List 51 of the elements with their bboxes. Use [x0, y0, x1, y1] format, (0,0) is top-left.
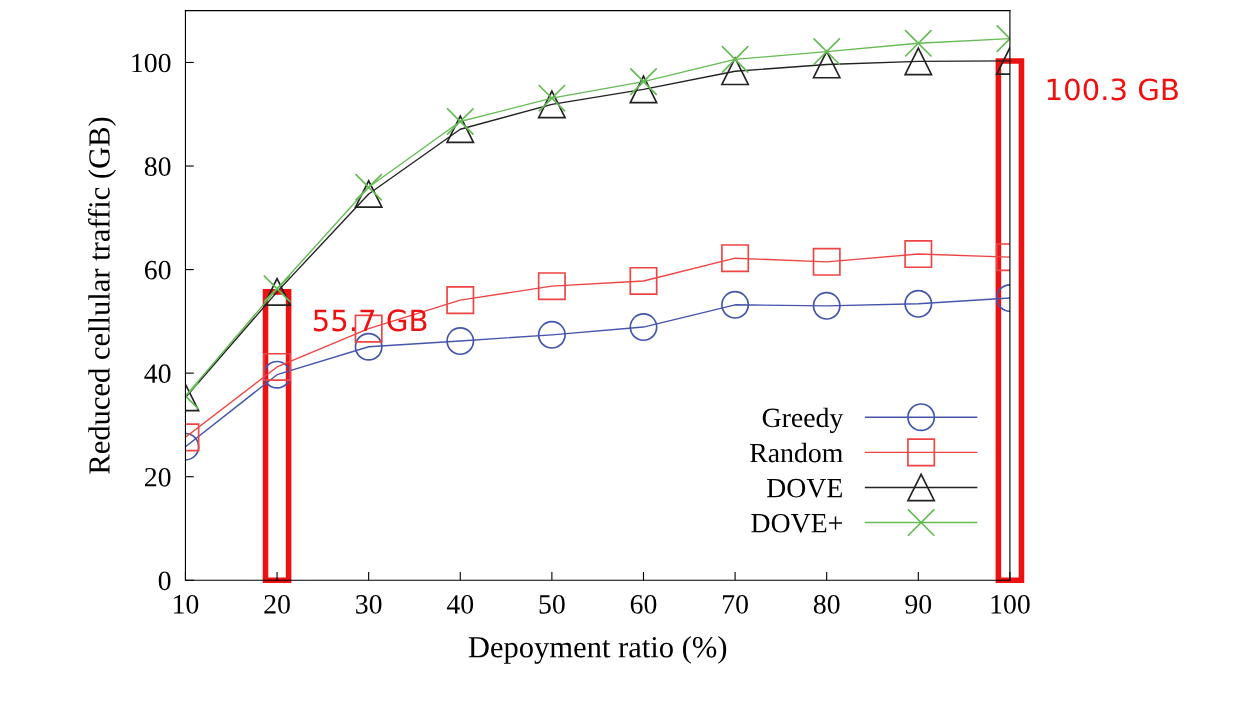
legend-label: Random — [750, 442, 843, 463]
legend-label: Greedy — [762, 407, 844, 433]
point — [629, 313, 658, 342]
point — [812, 50, 841, 79]
point — [446, 286, 475, 315]
point — [812, 291, 841, 320]
y-tick-label: 20 — [145, 467, 171, 487]
x-tick-label: 10 — [174, 594, 199, 614]
point — [904, 29, 933, 58]
point — [354, 179, 383, 209]
point — [446, 115, 475, 144]
x-tick-label: 70 — [723, 594, 748, 614]
x-tick-label: 20 — [264, 594, 290, 614]
point — [721, 290, 750, 319]
point — [812, 247, 841, 276]
point — [537, 272, 566, 301]
legend-label: DOVE+ — [751, 513, 842, 533]
x-tick-label: 100 — [991, 594, 1030, 614]
x-tick-label: 30 — [356, 594, 382, 614]
point — [537, 84, 566, 113]
y-tick-label: 40 — [144, 364, 171, 384]
y-tick-label: 0 — [158, 571, 171, 591]
y-axis-title: Reduced cellular traffic (GB) — [87, 117, 116, 474]
point — [812, 37, 841, 66]
x-tick-label: 50 — [539, 594, 565, 614]
y-tick-label: 60 — [144, 260, 171, 280]
point — [446, 327, 475, 356]
point — [354, 173, 383, 202]
y-tick-label: 100 — [132, 53, 171, 73]
point — [354, 332, 383, 361]
point — [904, 240, 933, 269]
legend-label: DOVE — [766, 478, 842, 498]
x-tick-label: 90 — [905, 594, 932, 614]
point — [537, 90, 566, 119]
point — [721, 45, 750, 74]
x-axis-title: Depoyment ratio (%) — [468, 636, 727, 664]
x-tick-label: 40 — [446, 594, 474, 614]
point — [629, 75, 658, 104]
point — [537, 320, 566, 349]
point — [904, 47, 933, 76]
point — [904, 289, 933, 318]
point — [721, 244, 750, 273]
x-tick-label: 60 — [630, 594, 657, 614]
point — [263, 352, 292, 381]
point — [629, 67, 658, 96]
y-tick-label: 80 — [144, 157, 171, 176]
annotation: 100.3 GB — [1047, 78, 1178, 101]
x-tick-label: 80 — [813, 594, 840, 614]
point — [446, 107, 475, 136]
point — [629, 266, 658, 296]
point — [721, 57, 750, 86]
